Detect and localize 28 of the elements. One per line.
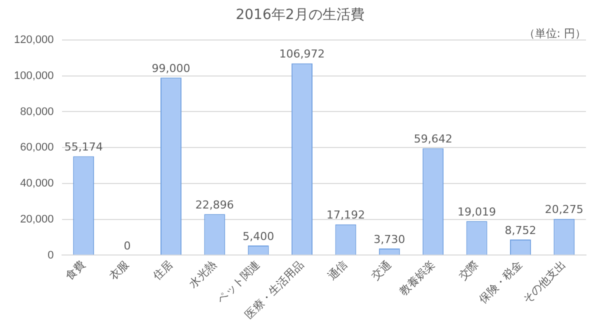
- x-tick-label: 教養娯楽: [397, 258, 438, 298]
- y-tick-label: 100,000: [14, 70, 54, 82]
- data-label: 106,972: [279, 48, 325, 61]
- y-tick-label: 80,000: [20, 106, 54, 118]
- x-tick-label: 住居: [151, 258, 176, 283]
- y-tick-label: 40,000: [20, 178, 54, 190]
- x-tick-label: 通信: [325, 258, 350, 283]
- data-label: 99,000: [152, 62, 190, 76]
- text: （単位: 円）: [524, 26, 586, 41]
- data-label: 59,642: [414, 132, 452, 146]
- data-label: 17,192: [326, 208, 365, 222]
- data-label: 5,400: [242, 230, 274, 243]
- x-tick-label: 交通: [368, 258, 394, 283]
- data-label: 20,275: [544, 203, 584, 216]
- x-tick-label: 衣服: [106, 258, 132, 283]
- y-tick-label: 120,000: [14, 34, 54, 46]
- chart-title: 2016年2月の生活費: [234, 6, 366, 24]
- y-tick-label: 0: [48, 249, 54, 262]
- x-tick-label: 食費: [63, 258, 88, 283]
- y-tick-label: 60,000: [20, 142, 54, 154]
- data-label: 55,174: [64, 140, 103, 154]
- data-label: 0: [124, 240, 131, 253]
- data-label: 3,730: [374, 232, 406, 246]
- y-tick-label: 20,000: [20, 213, 54, 226]
- data-label: 8,752: [504, 224, 536, 237]
- data-label: 22,896: [195, 198, 234, 212]
- data-label: 19,019: [458, 205, 496, 218]
- x-tick-label: 水光熱: [186, 258, 219, 290]
